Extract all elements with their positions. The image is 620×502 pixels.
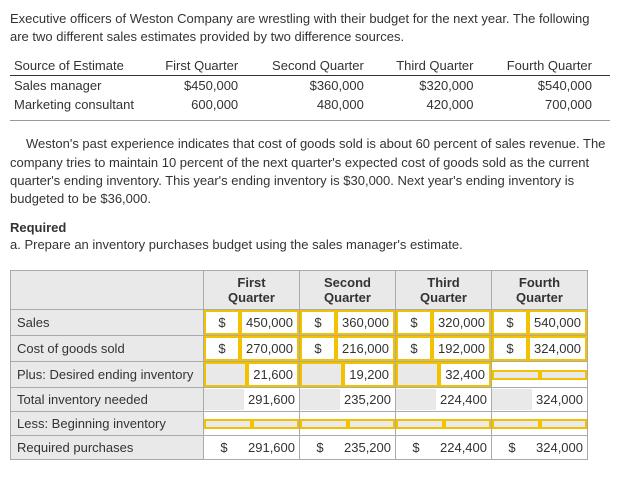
val[interactable] [540, 370, 588, 380]
est-val: $360,000 [256, 76, 382, 96]
row-label: Cost of goods sold [11, 336, 204, 362]
budget-corner [11, 271, 204, 310]
cur: $ [396, 437, 436, 458]
val: 291,600 [244, 389, 299, 410]
cur[interactable]: $ [396, 310, 432, 335]
val[interactable]: 324,000 [528, 336, 587, 361]
val[interactable] [252, 419, 300, 429]
val[interactable]: 450,000 [240, 310, 299, 335]
val: 324,000 [532, 437, 587, 458]
val[interactable]: 21,600 [247, 362, 299, 387]
val[interactable]: 19,200 [343, 362, 395, 387]
val[interactable]: 32,400 [439, 362, 491, 387]
cur[interactable] [204, 419, 252, 429]
est-val: 480,000 [256, 95, 382, 114]
cur[interactable] [396, 362, 439, 387]
budget-table: FirstQuarter SecondQuarter ThirdQuarter … [10, 270, 588, 460]
row-label: Plus: Desired ending inventory [11, 362, 204, 388]
val[interactable] [444, 419, 492, 429]
cur [300, 389, 340, 410]
cur[interactable]: $ [396, 336, 432, 361]
val: 224,400 [436, 389, 491, 410]
separator [10, 120, 610, 121]
est-row-sales-manager: Sales manager $450,000 $360,000 $320,000… [10, 76, 610, 96]
cur: $ [492, 437, 532, 458]
est-label: Sales manager [10, 76, 151, 96]
row-label: Less: Beginning inventory [11, 412, 204, 436]
cur[interactable]: $ [204, 310, 240, 335]
row-cogs: Cost of goods sold $270,000 $216,000 $19… [11, 336, 588, 362]
row-beginning-inventory: Less: Beginning inventory [11, 412, 588, 436]
est-val: 420,000 [382, 95, 492, 114]
cur: $ [300, 437, 340, 458]
est-h1: First Quarter [151, 56, 256, 76]
cur[interactable]: $ [300, 336, 336, 361]
val[interactable]: 360,000 [336, 310, 395, 335]
estimates-table: Source of Estimate First Quarter Second … [10, 56, 610, 114]
est-val: $320,000 [382, 76, 492, 96]
val: 235,200 [340, 389, 395, 410]
val[interactable] [348, 419, 396, 429]
required-item-a: a. Prepare an inventory purchases budget… [10, 237, 610, 252]
cur[interactable] [204, 362, 247, 387]
cur[interactable] [300, 362, 343, 387]
est-val: $540,000 [492, 76, 611, 96]
est-h4: Fourth Quarter [492, 56, 611, 76]
val: 324,000 [532, 389, 587, 410]
est-val: 600,000 [151, 95, 256, 114]
val[interactable]: 270,000 [240, 336, 299, 361]
est-row-marketing-consultant: Marketing consultant 600,000 480,000 420… [10, 95, 610, 114]
val[interactable]: 216,000 [336, 336, 395, 361]
val: 235,200 [340, 437, 395, 458]
cur[interactable]: $ [492, 336, 528, 361]
cur[interactable]: $ [492, 310, 528, 335]
budget-h-q3: ThirdQuarter [396, 271, 492, 310]
val[interactable]: 540,000 [528, 310, 587, 335]
cur[interactable] [300, 419, 348, 429]
est-val: $450,000 [151, 76, 256, 96]
cur [204, 389, 244, 410]
cur[interactable] [492, 419, 540, 429]
row-label: Sales [11, 310, 204, 336]
est-val: 700,000 [492, 95, 611, 114]
row-required-purchases: Required purchases $291,600 $235,200 $22… [11, 436, 588, 460]
est-h0: Source of Estimate [10, 56, 151, 76]
cur[interactable]: $ [300, 310, 336, 335]
val[interactable] [540, 419, 588, 429]
val: 291,600 [244, 437, 299, 458]
est-h3: Third Quarter [382, 56, 492, 76]
cur[interactable]: $ [204, 336, 240, 361]
budget-h-q4: FourthQuarter [492, 271, 588, 310]
intro-text: Executive officers of Weston Company are… [10, 10, 610, 46]
context-paragraph: Weston's past experience indicates that … [10, 135, 610, 208]
est-label: Marketing consultant [10, 95, 151, 114]
val: 224,400 [436, 437, 491, 458]
budget-h-q1: FirstQuarter [204, 271, 300, 310]
row-label: Total inventory needed [11, 388, 204, 412]
required-label: Required [10, 220, 610, 235]
val[interactable]: 320,000 [432, 310, 491, 335]
cur [396, 389, 436, 410]
val[interactable]: 192,000 [432, 336, 491, 361]
cur[interactable] [492, 370, 540, 380]
budget-h-q2: SecondQuarter [300, 271, 396, 310]
cur: $ [204, 437, 244, 458]
row-sales: Sales $450,000 $360,000 $320,000 $540,00… [11, 310, 588, 336]
row-desired-ending: Plus: Desired ending inventory 21,600 19… [11, 362, 588, 388]
est-h2: Second Quarter [256, 56, 382, 76]
cur[interactable] [396, 419, 444, 429]
row-label: Required purchases [11, 436, 204, 460]
row-total-needed: Total inventory needed 291,600 235,200 2… [11, 388, 588, 412]
cur [492, 389, 532, 410]
